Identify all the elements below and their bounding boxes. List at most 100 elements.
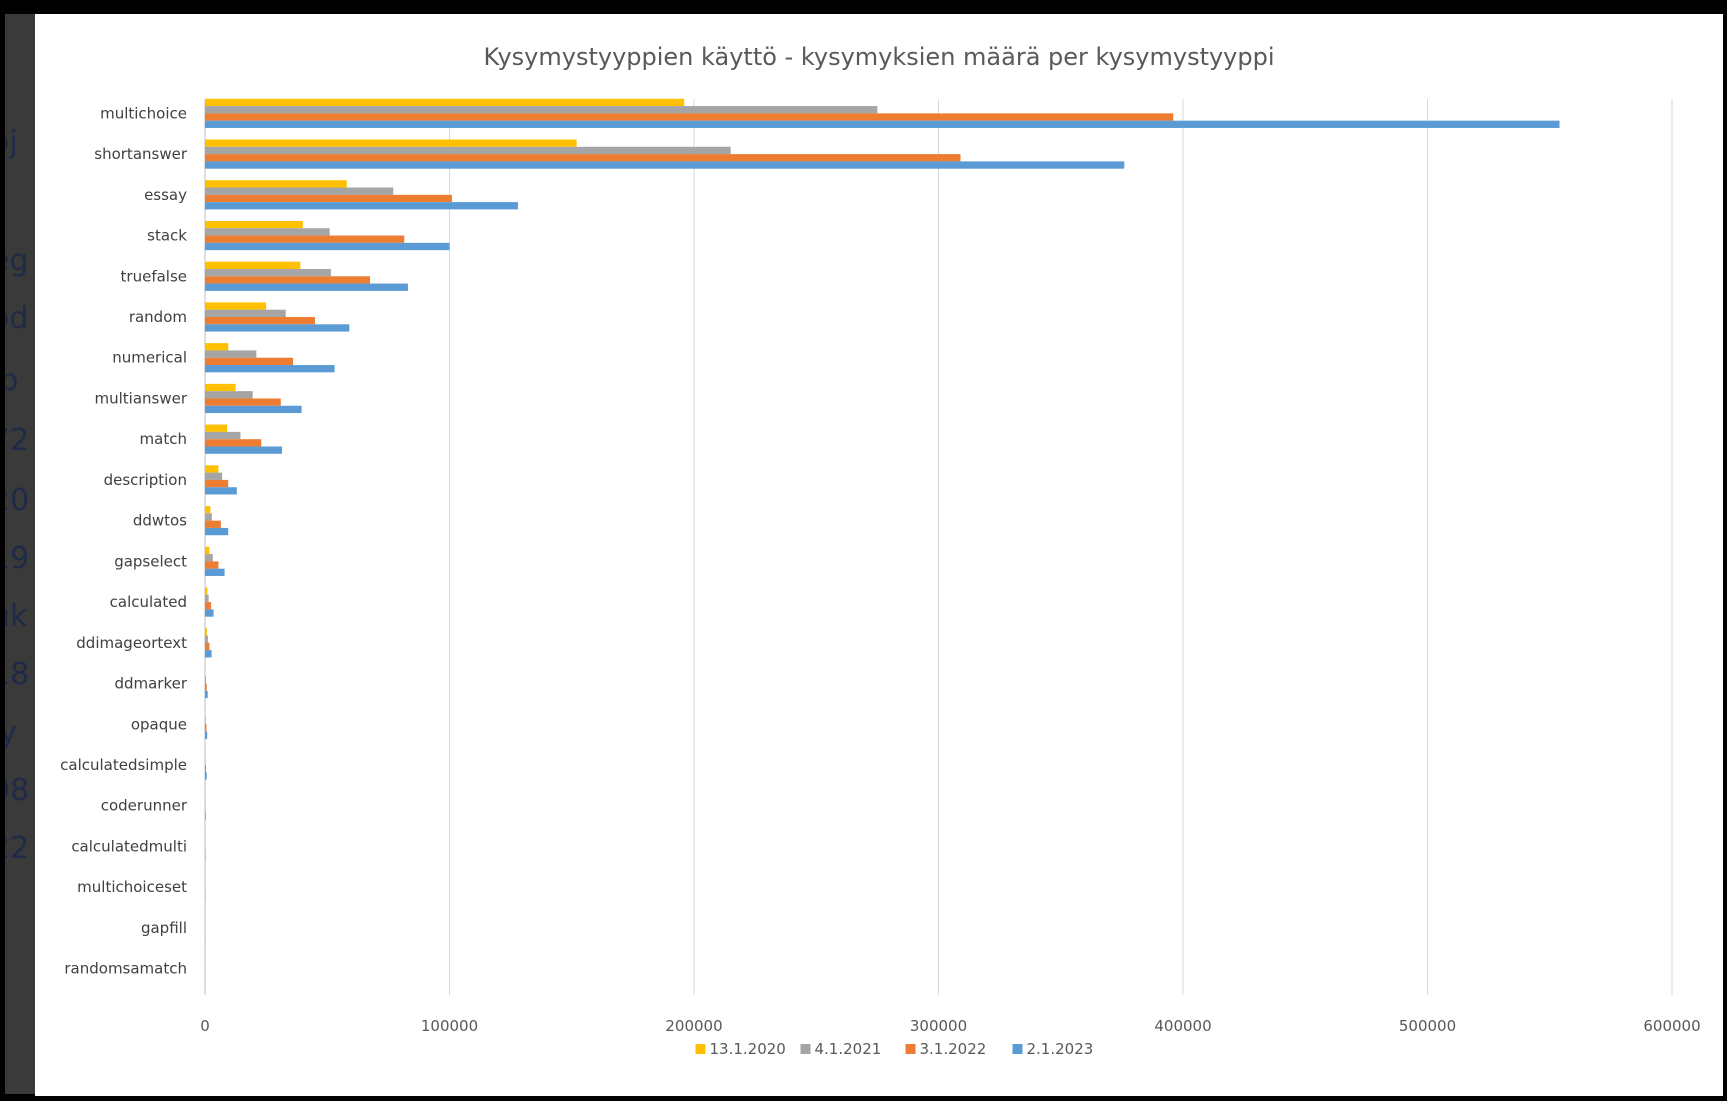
- bar: [205, 479, 229, 488]
- bar: [205, 731, 208, 739]
- bar: [205, 383, 236, 392]
- category-label: random: [129, 308, 187, 326]
- bar: [205, 568, 225, 576]
- bar: [205, 724, 207, 732]
- legend-swatch: [1012, 1044, 1023, 1054]
- bar: [205, 506, 211, 514]
- bar: [205, 398, 281, 406]
- background-text-fragment: oj: [5, 125, 18, 160]
- bar: [205, 302, 267, 310]
- bar: [205, 765, 206, 773]
- bar: [205, 120, 1560, 128]
- bar: [205, 683, 207, 691]
- background-text-fragment: 18: [5, 657, 30, 692]
- bar: [205, 228, 330, 236]
- category-label: shortanswer: [94, 145, 188, 163]
- category-label: gapfill: [141, 919, 187, 937]
- legend-label: 3.1.2022: [920, 1040, 987, 1058]
- category-label: coderunner: [101, 797, 188, 815]
- bar: [205, 317, 316, 325]
- background-text-fragment: 22: [5, 831, 30, 866]
- x-tick-label: 100000: [421, 1017, 478, 1035]
- chart-title: Kysymystyyppien käyttö - kysymyksien mää…: [483, 43, 1274, 71]
- background-text-fragment: ip: [5, 363, 19, 398]
- bar: [205, 424, 228, 432]
- bar-chart: Kysymystyyppien käyttö - kysymyksien mää…: [60, 43, 1701, 1058]
- background-window-strip: oj eg od ip 72 20 19 uk 18 ly 08 22: [5, 14, 35, 1094]
- gridlines: [204, 99, 1673, 995]
- category-label: calculated: [110, 593, 187, 611]
- bar: [205, 350, 257, 358]
- category-label: opaque: [131, 715, 187, 733]
- category-label: stack: [147, 227, 187, 245]
- category-labels: multichoice shortanswer essay stack truefals…: [60, 104, 188, 977]
- bar: [205, 261, 301, 269]
- bar: [205, 324, 350, 332]
- background-text-fragment: ly: [5, 715, 18, 750]
- background-text-fragment: uk: [5, 599, 28, 634]
- category-label: randomsamatch: [64, 960, 187, 978]
- bar: [205, 309, 286, 317]
- bar: [205, 554, 213, 562]
- bar: [205, 472, 223, 480]
- category-label: essay: [144, 186, 187, 204]
- category-label: ddwtos: [133, 512, 187, 530]
- bar: [205, 283, 408, 291]
- category-label: ddmarker: [114, 675, 187, 693]
- bar: [205, 268, 331, 277]
- legend-swatch: [695, 1044, 706, 1054]
- bar: [205, 154, 961, 162]
- bar: [205, 161, 1125, 169]
- bar: [205, 546, 210, 555]
- category-label: multichoiceset: [77, 878, 187, 896]
- legend-label: 2.1.2023: [1027, 1040, 1094, 1058]
- x-tick-label: 400000: [1154, 1017, 1211, 1035]
- bar: [205, 716, 206, 725]
- bar: [205, 465, 219, 473]
- bar: [205, 446, 283, 454]
- bar: [205, 194, 452, 203]
- bar: [205, 343, 229, 351]
- bar: [205, 220, 303, 229]
- background-text-fragment: od: [5, 301, 29, 336]
- category-label: multianswer: [94, 389, 187, 407]
- x-tick-label: 300000: [910, 1017, 967, 1035]
- bar: [205, 187, 394, 195]
- background-text-fragment: eg: [5, 243, 29, 278]
- bar: [205, 520, 221, 528]
- bar: [205, 772, 207, 780]
- background-text-fragment: 19: [5, 541, 30, 576]
- category-label: calculatedmulti: [71, 837, 187, 855]
- bar: [205, 628, 207, 636]
- bar: [205, 235, 405, 243]
- category-label: ddimageortext: [76, 634, 187, 652]
- bar: [205, 642, 210, 651]
- bar: [205, 365, 335, 373]
- bar: [205, 527, 229, 536]
- x-tick-label: 200000: [665, 1017, 722, 1035]
- bar: [205, 357, 294, 366]
- bar: [205, 602, 212, 610]
- bar: [205, 98, 685, 107]
- bar: [205, 202, 518, 210]
- legend-label: 13.1.2020: [710, 1040, 786, 1058]
- bar: [205, 813, 206, 821]
- category-label: truefalse: [121, 267, 187, 285]
- bar: [205, 487, 237, 495]
- bar: [205, 180, 347, 188]
- background-text-fragment: 72: [5, 423, 30, 458]
- bar: [205, 676, 206, 684]
- bar: [205, 594, 209, 603]
- bar: [205, 561, 219, 569]
- category-label: gapselect: [114, 552, 187, 570]
- bar: [205, 635, 208, 643]
- bar: [205, 139, 577, 147]
- x-tick-label: 500000: [1399, 1017, 1456, 1035]
- category-label: description: [104, 471, 187, 489]
- x-tick-label: 600000: [1643, 1017, 1700, 1035]
- chart-area: Kysymystyyppien käyttö - kysymyksien mää…: [35, 14, 1723, 1096]
- bar: [205, 513, 212, 521]
- bar: [205, 587, 208, 595]
- background-text-fragment: 20: [5, 483, 30, 518]
- bar: [205, 439, 262, 447]
